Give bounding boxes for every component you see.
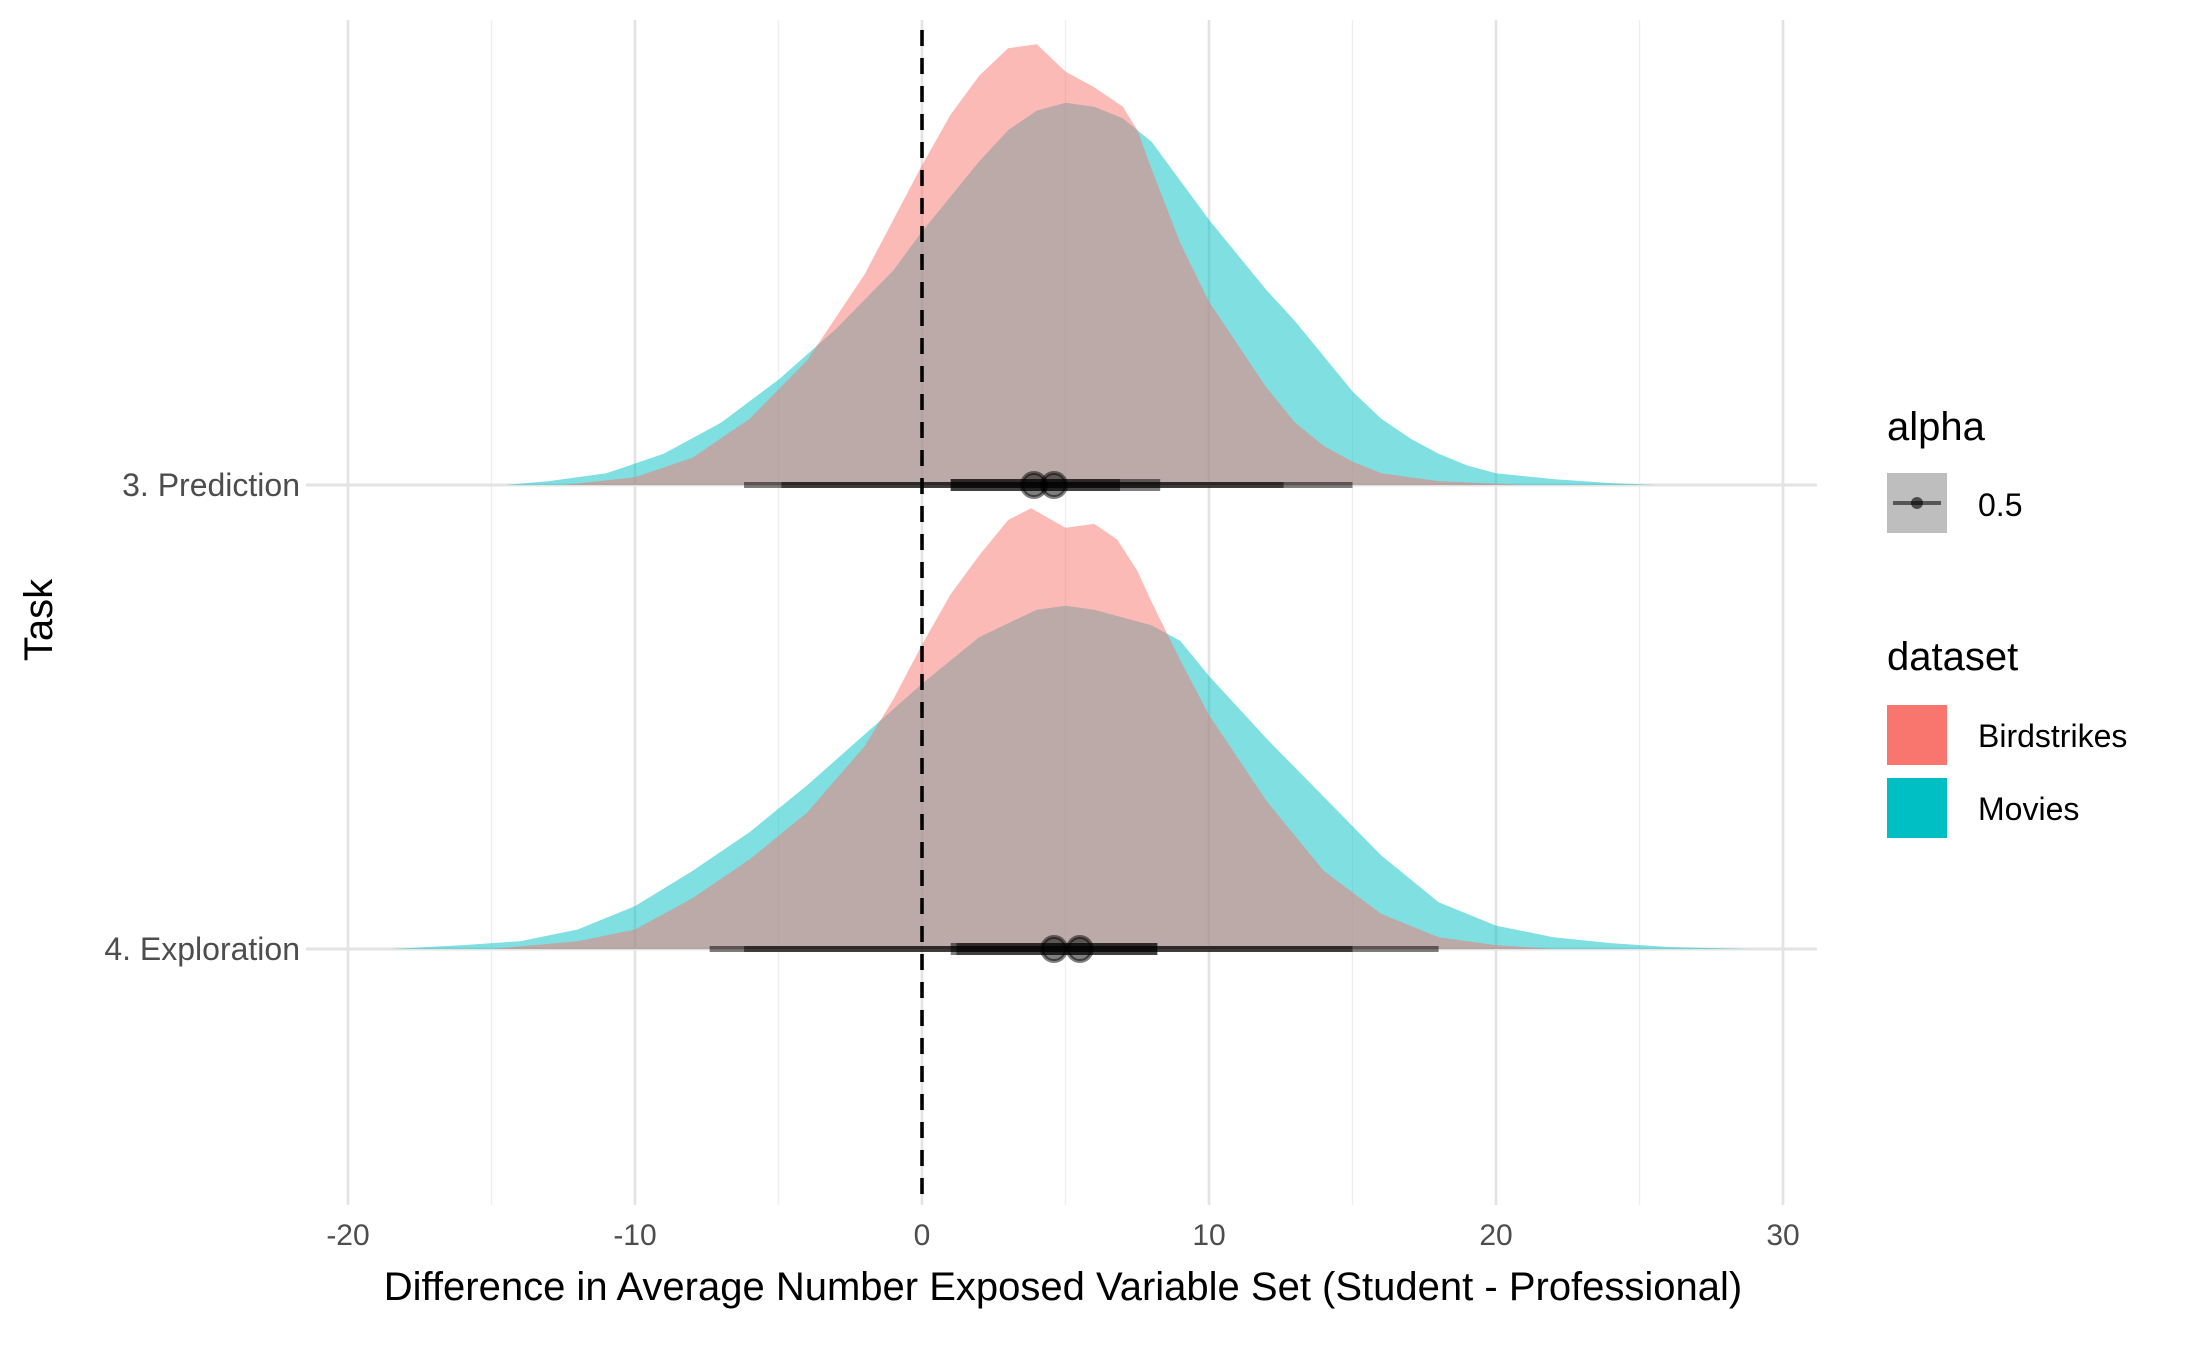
legend-alpha-title: alpha bbox=[1887, 405, 1986, 449]
y-tick-label: 3. Prediction bbox=[122, 467, 300, 503]
density-area bbox=[491, 508, 1554, 949]
legend-layer: alpha 0.5 dataset Birdstrikes Movies bbox=[1887, 405, 2127, 838]
legend-dataset-label: Movies bbox=[1978, 791, 2079, 827]
x-tick-label: 20 bbox=[1479, 1219, 1512, 1252]
legend-dataset-swatch bbox=[1887, 778, 1947, 838]
axis-layer: -20 -10 0 10 20 30 3. Prediction 4. Exploration… bbox=[17, 467, 1800, 1309]
legend-dataset-label: Birdstrikes bbox=[1978, 718, 2127, 754]
legend-dataset-title: dataset bbox=[1887, 635, 2018, 679]
legend-alpha-key-point bbox=[1911, 497, 1923, 509]
density-area bbox=[563, 44, 1525, 486]
legend-dataset-swatch bbox=[1887, 705, 1947, 765]
y-tick-label: 4. Exploration bbox=[104, 931, 300, 967]
interval-layer bbox=[709, 471, 1439, 963]
x-tick-label: 0 bbox=[914, 1219, 931, 1252]
point-estimate bbox=[1040, 935, 1069, 963]
point-estimate bbox=[1019, 471, 1048, 499]
x-tick-label: 30 bbox=[1766, 1219, 1799, 1252]
density-layer bbox=[391, 44, 1749, 949]
x-tick-label: 10 bbox=[1192, 1219, 1225, 1252]
x-tick-label: -20 bbox=[326, 1219, 369, 1252]
x-axis-title: Difference in Average Number Exposed Var… bbox=[384, 1265, 1743, 1309]
x-tick-label: -10 bbox=[613, 1219, 656, 1252]
legend-alpha-label: 0.5 bbox=[1978, 487, 2022, 523]
y-axis-title: Task bbox=[17, 578, 61, 661]
